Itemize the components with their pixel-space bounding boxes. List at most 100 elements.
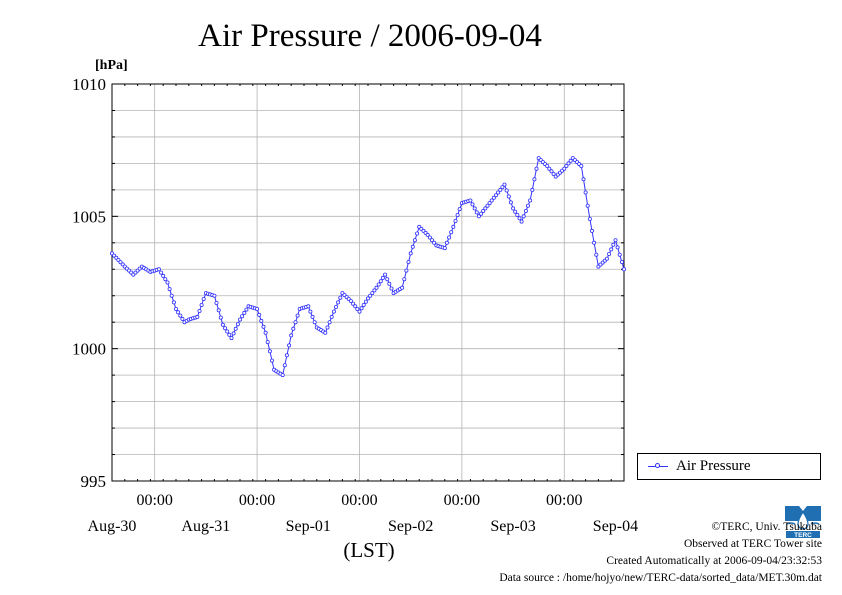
data-point [333,304,338,309]
data-point [310,314,315,319]
data-point [257,312,262,317]
data-point [195,314,200,319]
data-point [489,198,494,203]
data-point [444,240,449,245]
data-point [156,267,161,272]
data-point [353,304,358,309]
data-point [265,340,270,345]
data-point [240,314,245,319]
data-point [167,287,172,292]
grid [112,84,624,481]
data-point [613,238,618,243]
data-point [513,209,518,214]
data-point [534,166,539,171]
data-point [327,320,332,325]
data-point [562,166,567,171]
data-point [165,280,170,285]
data-point [594,252,599,257]
x-date-label: Sep-02 [388,518,433,535]
data-point [493,193,498,198]
data-point [280,373,285,378]
x-date-label: Aug-30 [88,518,137,535]
data-point [365,296,370,301]
data-point [491,195,496,200]
data-point [472,206,477,211]
data-point [504,188,509,193]
data-point [348,298,353,303]
data-point [592,240,597,245]
data-point [212,293,217,298]
data-point [385,277,390,282]
credit-copyright: ©TERC, Univ. Tsukuba [711,521,822,533]
data-point [336,300,341,305]
data-point [169,293,174,298]
logo-text: TERC [794,532,812,539]
y-axis: 1010 1005 1000 995 [72,75,624,491]
data-point [455,212,460,217]
x-tick-label: 00:00 [239,492,275,509]
data-point [269,358,274,363]
data-point [374,285,379,290]
data-point [306,304,311,309]
data-point [214,300,219,305]
data-point [622,267,627,272]
data-point [447,235,452,240]
data-point [218,315,223,320]
data-point [216,308,221,313]
data-point [502,182,507,187]
data-point [483,206,488,211]
y-unit-label: [hPa] [95,58,128,73]
data-point [479,211,484,216]
data-point [453,218,458,223]
data-point [468,198,473,203]
data-point [197,308,202,313]
data-point [180,316,185,321]
data-point [380,275,385,280]
data-point [361,302,366,307]
data-point [449,230,454,235]
data-point [293,320,298,325]
data-point [511,206,516,211]
y-tick-label: 1010 [72,75,106,94]
data-point [617,252,622,257]
x-tick-label: 00:00 [341,492,377,509]
data-point [225,329,230,334]
data-point [351,301,356,306]
data-point [427,235,432,240]
data-point [404,268,409,273]
data-point [432,240,437,245]
data-point [389,286,394,291]
data-point [161,273,166,278]
data-point [517,216,522,221]
data-point [487,201,492,206]
data-point [619,259,624,264]
data-point [355,306,360,311]
data-point [263,330,268,335]
plot-area [112,84,624,481]
data-point [604,256,609,261]
data-point [519,219,524,224]
data-point [607,251,612,256]
data-point [481,208,486,213]
credit-created: Created Automatically at 2006-09-04/23:3… [606,555,822,567]
data-point [282,363,287,368]
data-point [474,210,479,215]
data-point [485,203,490,208]
data-point [590,228,595,233]
data-point [402,277,407,282]
data-point [259,318,264,323]
y-tick-label: 1000 [72,340,106,359]
data-point [496,190,501,195]
data-point [291,326,296,331]
data-point [255,306,260,311]
credit-source: Data source : /home/hojyo/new/TERC-data/… [499,572,822,584]
data-point [408,251,413,256]
x-date-label: Aug-31 [181,518,230,535]
credit-observed: Observed at TERC Tower site [683,538,822,550]
x-date-label: Sep-01 [286,518,331,535]
chart-title: Air Pressure / 2006-09-04 [198,18,542,54]
data-point [583,190,588,195]
data-point [521,214,526,219]
data-point [500,185,505,190]
data-point [178,313,183,318]
